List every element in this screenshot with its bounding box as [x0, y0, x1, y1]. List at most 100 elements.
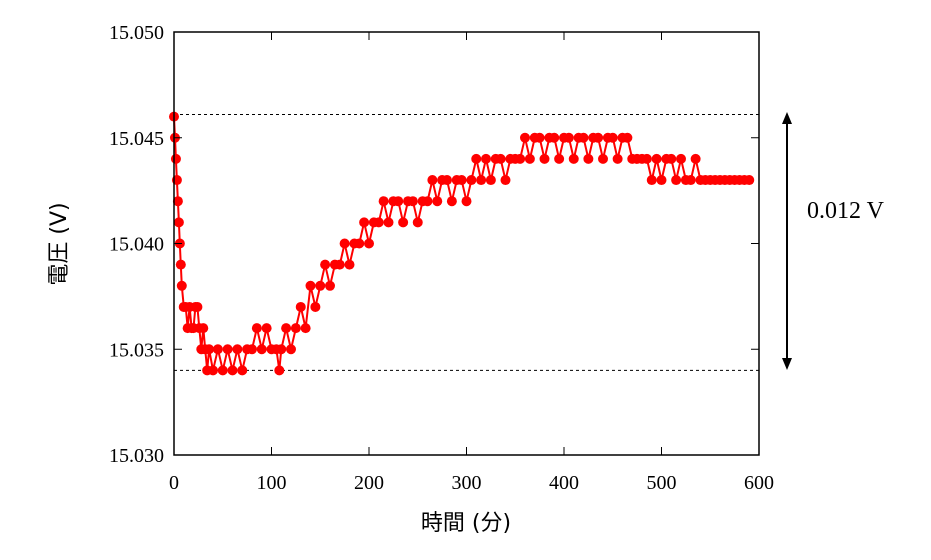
data-point	[256, 344, 267, 355]
data-point	[690, 153, 701, 164]
data-point	[290, 323, 301, 334]
range-arrow	[782, 112, 792, 370]
y-tick-label: 15.030	[109, 445, 164, 467]
data-point	[651, 153, 662, 164]
x-tick-label: 400	[549, 472, 579, 494]
data-point	[373, 217, 384, 228]
data-point	[344, 259, 355, 270]
reference-lines	[174, 113, 759, 371]
data-point	[671, 175, 682, 186]
x-axis-title: 時間 (分)	[421, 511, 511, 536]
data-point	[383, 217, 394, 228]
data-point	[500, 175, 511, 186]
data-point	[593, 132, 604, 143]
data-point	[204, 344, 215, 355]
y-tick-label: 15.050	[109, 22, 164, 44]
data-point	[466, 175, 477, 186]
data-point	[583, 153, 594, 164]
data-point	[442, 175, 452, 186]
data-point	[476, 175, 487, 186]
y-tick-label: 15.040	[109, 234, 164, 256]
data-point	[393, 196, 404, 207]
data-point	[685, 175, 696, 186]
data-point	[175, 259, 186, 270]
data-point	[172, 196, 183, 207]
data-point	[407, 196, 418, 207]
y-tick-label: 15.035	[109, 339, 164, 361]
data-point	[524, 153, 535, 164]
data-series	[169, 111, 755, 376]
data-point	[354, 238, 365, 249]
data-point	[520, 132, 530, 143]
data-point	[222, 344, 233, 355]
data-point	[232, 344, 243, 355]
x-tick-label: 0	[169, 472, 179, 494]
x-tick-label: 600	[744, 472, 774, 494]
data-point	[456, 175, 467, 186]
data-point	[170, 153, 181, 164]
data-point	[274, 365, 285, 376]
range-annotation: 0.012 V	[807, 198, 885, 224]
data-point	[173, 217, 184, 228]
data-point	[666, 153, 677, 164]
data-point	[568, 153, 579, 164]
data-point	[364, 238, 374, 249]
x-tick-label: 100	[257, 472, 287, 494]
data-point	[676, 153, 686, 164]
data-point	[646, 175, 657, 186]
data-point	[334, 259, 345, 270]
data-point	[656, 175, 667, 186]
data-point	[276, 344, 287, 355]
data-point	[310, 301, 321, 312]
data-point	[432, 196, 443, 207]
data-point	[427, 175, 438, 186]
data-point	[217, 365, 228, 376]
data-point	[622, 132, 633, 143]
series-line	[173, 116, 750, 371]
data-point	[176, 280, 187, 291]
data-point	[212, 344, 223, 355]
data-point	[612, 153, 623, 164]
data-point	[398, 217, 409, 228]
x-tick-label: 500	[647, 472, 677, 494]
data-point	[607, 132, 618, 143]
data-point	[461, 196, 472, 207]
x-tick-label: 200	[354, 472, 384, 494]
data-point	[325, 280, 335, 291]
x-tick-label: 300	[452, 472, 482, 494]
data-point	[295, 301, 306, 312]
plot-frame	[173, 31, 760, 456]
data-point	[495, 153, 506, 164]
axis-ticks	[173, 31, 760, 456]
data-point	[554, 153, 565, 164]
data-point	[446, 196, 457, 207]
data-point	[359, 217, 370, 228]
data-point	[315, 280, 326, 291]
data-point	[539, 153, 550, 164]
data-point	[422, 196, 433, 207]
y-axis-title: 電圧 (V)	[47, 202, 72, 285]
tick-labels: 0 100 200 300 400 500 600 15.030 15.035 15.040 15.…	[109, 22, 774, 494]
data-point	[744, 175, 755, 186]
data-point	[481, 153, 491, 164]
data-point	[339, 238, 350, 249]
data-point	[261, 323, 272, 334]
data-point	[247, 344, 257, 355]
data-point	[578, 132, 589, 143]
data-point	[305, 280, 316, 291]
data-point	[412, 217, 423, 228]
data-point	[237, 365, 248, 376]
y-tick-label: 15.045	[109, 128, 164, 150]
data-point	[208, 365, 218, 376]
data-point	[598, 153, 608, 164]
data-point	[198, 323, 209, 334]
data-point	[515, 153, 526, 164]
data-point	[563, 132, 574, 143]
data-point	[534, 132, 545, 143]
data-point	[378, 196, 389, 207]
data-point	[300, 323, 311, 334]
data-point	[227, 365, 238, 376]
data-point	[281, 323, 292, 334]
data-point	[471, 153, 482, 164]
data-point	[641, 153, 652, 164]
